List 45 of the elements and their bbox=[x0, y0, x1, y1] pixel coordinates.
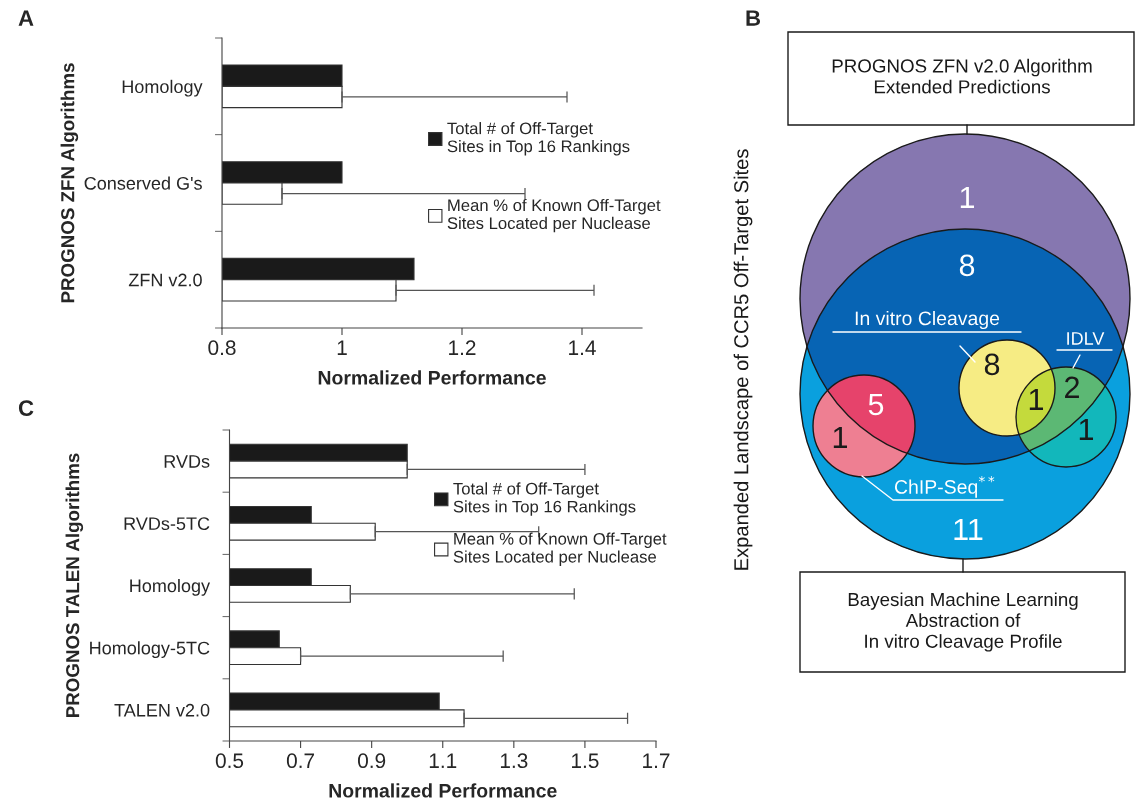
y-tick-label: RVDs bbox=[164, 455, 210, 468]
legend-label: Total # of Off-Target Sites in Top 16 Rankings bbox=[447, 122, 630, 156]
y-axis-title: PROGNOS ZFN Algorithms bbox=[60, 63, 79, 303]
y-tick-label: ZFN v2.0 bbox=[128, 273, 202, 287]
y-tick-label: Conserved G's bbox=[84, 176, 202, 190]
y-tick-label: TALEN v2.0 bbox=[114, 703, 210, 717]
data-label: 5 bbox=[868, 393, 884, 416]
data-label: 1 bbox=[833, 426, 848, 448]
y-axis-title: PROGNOS TALEN Algorithms bbox=[65, 453, 84, 718]
legend-label: Total # of Off-Target Sites in Top 16 Rankings bbox=[453, 482, 636, 516]
x-tick-label: 1.3 bbox=[500, 753, 528, 769]
data-label: 8 bbox=[984, 353, 1000, 376]
text: B bbox=[746, 10, 761, 26]
x-tick-label: 1.2 bbox=[449, 340, 476, 355]
data-label: 1 bbox=[1029, 388, 1044, 410]
x-tick-label: 0.5 bbox=[215, 753, 244, 769]
legend-label: Mean % of Known Off-Target Sites Located per Nuclease bbox=[453, 532, 667, 566]
x-tick-label: 1.5 bbox=[572, 753, 599, 769]
data-label: 8 bbox=[959, 254, 975, 277]
x-tick-label: 0.7 bbox=[286, 753, 315, 769]
legend-label: Mean % of Known Off-Target Sites Located per Nuclease bbox=[447, 198, 661, 233]
y-tick-label: RVDs-5TC bbox=[124, 517, 210, 531]
text: C bbox=[18, 400, 34, 416]
text: Bayesian Machine Learning Abstraction of In vitro Cleavage Profile bbox=[848, 592, 1078, 652]
data-label: 2 bbox=[1065, 376, 1079, 398]
data-label: 1 bbox=[1079, 418, 1094, 440]
data-label: 1 bbox=[960, 186, 975, 208]
text: In vitro Cleavage bbox=[855, 310, 1000, 330]
text: IDLV bbox=[1067, 332, 1105, 345]
text: A bbox=[18, 10, 34, 26]
x-tick-label: 1.1 bbox=[429, 753, 457, 768]
text: ChIP-Seq$^{**}$ bbox=[894, 476, 995, 498]
data-label: 11 bbox=[954, 518, 983, 540]
x-tick-label: 0.8 bbox=[208, 340, 236, 356]
y-tick-label: Homology bbox=[122, 79, 203, 97]
x-tick-label: 1.7 bbox=[643, 753, 670, 768]
y-tick-label: Homology bbox=[130, 578, 211, 596]
x-axis-title: Normalized Performance bbox=[329, 783, 557, 798]
x-tick-label: 1 bbox=[337, 340, 347, 355]
x-axis-title: Normalized Performance bbox=[318, 370, 546, 385]
x-tick-label: 0.9 bbox=[358, 753, 386, 769]
y-tick-label: Homology-5TC bbox=[90, 641, 210, 658]
text: Expanded Landscape of CCR5 Off-Target Sites bbox=[733, 149, 753, 570]
x-tick-label: 1.4 bbox=[569, 340, 596, 355]
text: PROGNOS ZFN v2.0 Algorithm Extended Predictions bbox=[832, 58, 1092, 94]
